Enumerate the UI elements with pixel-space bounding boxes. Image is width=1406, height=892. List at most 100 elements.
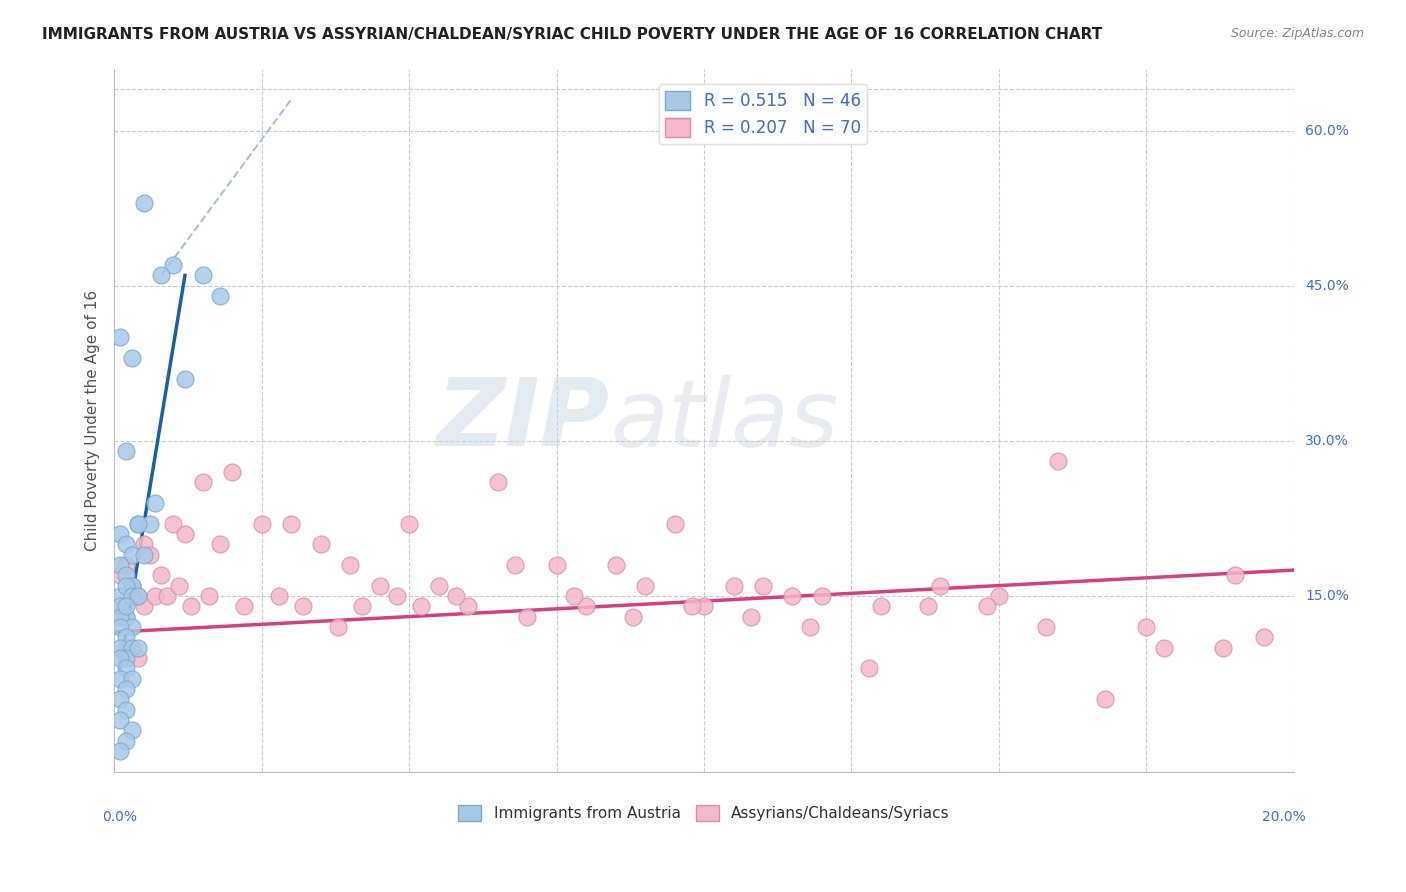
Point: [740, 609, 762, 624]
Point: [328, 620, 350, 634]
Point: [503, 558, 526, 572]
Point: [108, 527, 131, 541]
Point: [150, 568, 173, 582]
Point: [108, 330, 131, 344]
Point: [486, 475, 509, 490]
Point: [115, 568, 138, 582]
Point: [221, 465, 243, 479]
Point: [1223, 568, 1246, 582]
Point: [138, 516, 160, 531]
Point: [115, 661, 138, 675]
Point: [233, 599, 256, 614]
Point: [115, 630, 138, 644]
Point: [162, 516, 184, 531]
Point: [145, 496, 167, 510]
Point: [121, 578, 143, 592]
Point: [1035, 620, 1057, 634]
Point: [368, 578, 391, 592]
Point: [121, 351, 143, 365]
Point: [162, 258, 184, 272]
Point: [269, 589, 291, 603]
Point: [280, 516, 302, 531]
Point: [180, 599, 202, 614]
Point: [387, 589, 409, 603]
Point: [1153, 640, 1175, 655]
Point: [209, 289, 232, 303]
Point: [811, 589, 834, 603]
Point: [156, 589, 179, 603]
Point: [121, 672, 143, 686]
Point: [108, 568, 131, 582]
Point: [575, 599, 598, 614]
Point: [132, 196, 155, 211]
Point: [929, 578, 952, 592]
Point: [976, 599, 998, 614]
Point: [799, 620, 821, 634]
Point: [115, 651, 138, 665]
Text: IMMIGRANTS FROM AUSTRIA VS ASSYRIAN/CHALDEAN/SYRIAC CHILD POVERTY UNDER THE AGE : IMMIGRANTS FROM AUSTRIA VS ASSYRIAN/CHAL…: [42, 27, 1102, 42]
Point: [1135, 620, 1157, 634]
Point: [108, 744, 131, 758]
Point: [121, 620, 143, 634]
Point: [191, 268, 214, 283]
Text: 60.0%: 60.0%: [1305, 124, 1348, 137]
Legend: R = 0.515   N = 46, R = 0.207   N = 70: R = 0.515 N = 46, R = 0.207 N = 70: [658, 84, 868, 144]
Point: [108, 692, 131, 706]
Text: 15.0%: 15.0%: [1305, 589, 1348, 603]
Point: [664, 516, 686, 531]
Point: [121, 589, 143, 603]
Point: [108, 558, 131, 572]
Point: [108, 713, 131, 727]
Point: [145, 589, 167, 603]
Point: [1046, 454, 1069, 468]
Point: [121, 723, 143, 738]
Point: [1212, 640, 1234, 655]
Point: [693, 599, 716, 614]
Point: [987, 589, 1010, 603]
Point: [108, 609, 131, 624]
Point: [115, 733, 138, 747]
Point: [108, 599, 131, 614]
Point: [132, 537, 155, 551]
Point: [167, 578, 190, 592]
Point: [174, 527, 197, 541]
Point: [115, 537, 138, 551]
Point: [108, 672, 131, 686]
Point: [1094, 692, 1116, 706]
Point: [115, 609, 138, 624]
Point: [621, 609, 644, 624]
Point: [634, 578, 657, 592]
Point: [108, 651, 131, 665]
Point: [339, 558, 361, 572]
Point: [516, 609, 538, 624]
Point: [115, 609, 138, 624]
Point: [191, 475, 214, 490]
Text: 20.0%: 20.0%: [1261, 810, 1306, 824]
Y-axis label: Child Poverty Under the Age of 16: Child Poverty Under the Age of 16: [86, 290, 100, 550]
Text: 0.0%: 0.0%: [103, 810, 138, 824]
Point: [409, 599, 432, 614]
Point: [115, 444, 138, 458]
Point: [398, 516, 420, 531]
Point: [108, 589, 131, 603]
Point: [115, 681, 138, 696]
Point: [121, 548, 143, 562]
Point: [174, 372, 197, 386]
Point: [309, 537, 332, 551]
Point: [127, 589, 149, 603]
Text: ZIP: ZIP: [437, 374, 610, 467]
Point: [446, 589, 468, 603]
Point: [127, 589, 149, 603]
Point: [121, 640, 143, 655]
Point: [150, 268, 173, 283]
Point: [115, 558, 138, 572]
Point: [291, 599, 314, 614]
Point: [562, 589, 585, 603]
Point: [546, 558, 568, 572]
Point: [681, 599, 703, 614]
Point: [723, 578, 745, 592]
Point: [870, 599, 893, 614]
Point: [209, 537, 232, 551]
Point: [115, 640, 138, 655]
Point: [250, 516, 273, 531]
